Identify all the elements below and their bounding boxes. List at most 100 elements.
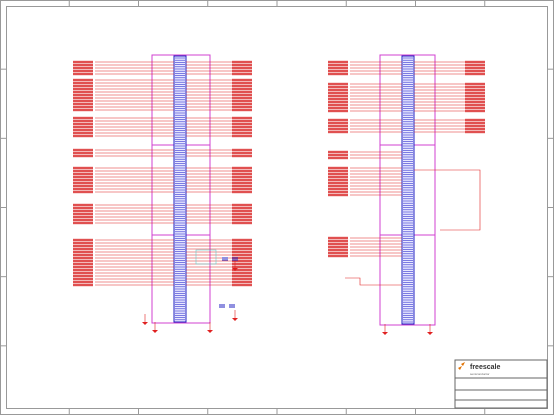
logo-mark	[458, 362, 465, 370]
net-label	[328, 166, 348, 170]
net-label	[73, 151, 93, 155]
net-label	[73, 66, 93, 70]
net-label	[232, 151, 252, 155]
net-label	[73, 262, 93, 266]
net-label	[73, 172, 93, 176]
net-label	[73, 241, 93, 245]
net-label	[328, 100, 348, 104]
net-label	[73, 247, 93, 251]
net-label	[232, 274, 252, 278]
net-label	[232, 244, 252, 248]
net-label	[232, 190, 252, 194]
net-label	[232, 90, 252, 94]
net-label	[73, 119, 93, 123]
net-label	[73, 125, 93, 129]
net-label	[232, 265, 252, 269]
net-label	[465, 63, 485, 67]
net-label	[73, 128, 93, 132]
net-label	[73, 215, 93, 219]
net-label	[73, 116, 93, 120]
net-label	[232, 215, 252, 219]
net-label	[73, 238, 93, 242]
net-label	[232, 181, 252, 185]
net-label	[328, 153, 348, 157]
net-label	[232, 166, 252, 170]
net-label	[232, 134, 252, 138]
net-label	[232, 125, 252, 129]
net-label	[73, 93, 93, 97]
net-label	[73, 102, 93, 106]
net-label	[73, 134, 93, 138]
net-label	[232, 87, 252, 91]
net-label	[328, 82, 348, 86]
net-label	[465, 103, 485, 107]
net-label	[73, 203, 93, 207]
net-label	[465, 100, 485, 104]
left-connector	[151, 54, 211, 324]
net-label	[232, 99, 252, 103]
net-label	[232, 241, 252, 245]
net-label	[232, 238, 252, 242]
net-label	[465, 88, 485, 92]
net-label	[232, 131, 252, 135]
net-label	[232, 184, 252, 188]
net-label	[232, 172, 252, 176]
ground	[142, 322, 148, 325]
net-label	[328, 121, 348, 125]
net-label	[73, 175, 93, 179]
net-label	[232, 262, 252, 266]
net-label	[328, 91, 348, 95]
net-label	[465, 91, 485, 95]
net-label	[232, 203, 252, 207]
net-label	[73, 206, 93, 210]
net-label	[465, 106, 485, 110]
net-label	[232, 271, 252, 275]
net-label	[232, 119, 252, 123]
net-label	[465, 97, 485, 101]
net-label	[73, 221, 93, 225]
net-label	[232, 72, 252, 76]
net-label	[73, 178, 93, 182]
net-label	[73, 280, 93, 284]
net-label	[328, 190, 348, 194]
net-label	[232, 209, 252, 213]
net-label	[73, 148, 93, 152]
net-label	[465, 109, 485, 113]
net-label	[328, 124, 348, 128]
net-label	[328, 72, 348, 76]
net-label	[232, 250, 252, 254]
net-label	[73, 69, 93, 73]
net-label	[73, 259, 93, 263]
net-label	[232, 66, 252, 70]
net-label	[328, 60, 348, 64]
net-label	[232, 178, 252, 182]
net-label	[232, 93, 252, 97]
net-label	[73, 108, 93, 112]
net-label	[465, 82, 485, 86]
net-label	[232, 148, 252, 152]
net-label	[73, 84, 93, 88]
net-label	[328, 172, 348, 176]
net-label	[328, 187, 348, 191]
ground	[152, 330, 158, 333]
ground	[382, 332, 388, 335]
net-label	[73, 60, 93, 64]
net-label	[328, 69, 348, 73]
net-label	[328, 156, 348, 160]
net-label	[232, 108, 252, 112]
net-label	[328, 97, 348, 101]
net-label	[232, 69, 252, 73]
net-label	[73, 122, 93, 126]
net-label	[73, 96, 93, 100]
net-label	[73, 78, 93, 82]
net-label	[73, 187, 93, 191]
net-label	[465, 69, 485, 73]
net-label	[328, 63, 348, 67]
net-label	[232, 187, 252, 191]
net-label	[465, 130, 485, 134]
net-label	[328, 178, 348, 182]
net-label	[328, 118, 348, 122]
net-label	[328, 106, 348, 110]
net-label	[73, 72, 93, 76]
